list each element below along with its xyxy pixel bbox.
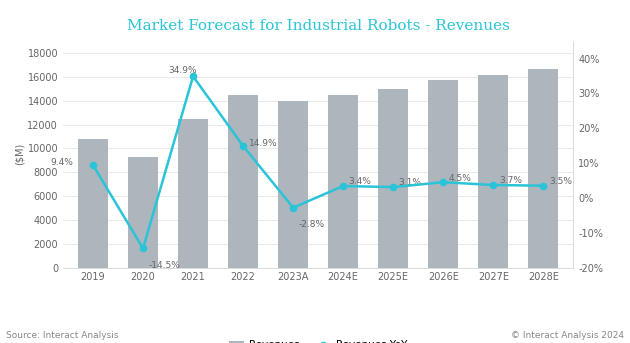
Bar: [178, 119, 208, 268]
Text: -14.5%: -14.5%: [149, 261, 180, 270]
Bar: [428, 81, 458, 268]
Bar: [128, 157, 158, 268]
Text: 4.5%: 4.5%: [449, 174, 472, 182]
Bar: [78, 139, 108, 268]
Bar: [378, 89, 408, 268]
Text: -2.8%: -2.8%: [299, 220, 325, 229]
Text: 3.1%: 3.1%: [399, 178, 421, 187]
Bar: [328, 95, 358, 268]
Text: 3.5%: 3.5%: [549, 177, 572, 186]
Text: © Interact Analysis 2024: © Interact Analysis 2024: [511, 331, 624, 340]
Bar: [278, 101, 308, 268]
Bar: [529, 69, 558, 268]
Text: 9.4%: 9.4%: [50, 158, 74, 167]
Legend: Revenues, Revenues YoY: Revenues, Revenues YoY: [224, 336, 412, 343]
Title: Market Forecast for Industrial Robots - Revenues: Market Forecast for Industrial Robots - …: [127, 19, 510, 33]
Bar: [228, 95, 258, 268]
Text: Source: Interact Analysis: Source: Interact Analysis: [6, 331, 119, 340]
Text: 3.7%: 3.7%: [499, 176, 522, 185]
Text: 14.9%: 14.9%: [249, 139, 277, 148]
Text: 34.9%: 34.9%: [168, 66, 197, 75]
Text: 3.4%: 3.4%: [349, 177, 372, 186]
Bar: [478, 74, 508, 268]
Y-axis label: ($M): ($M): [14, 143, 25, 165]
